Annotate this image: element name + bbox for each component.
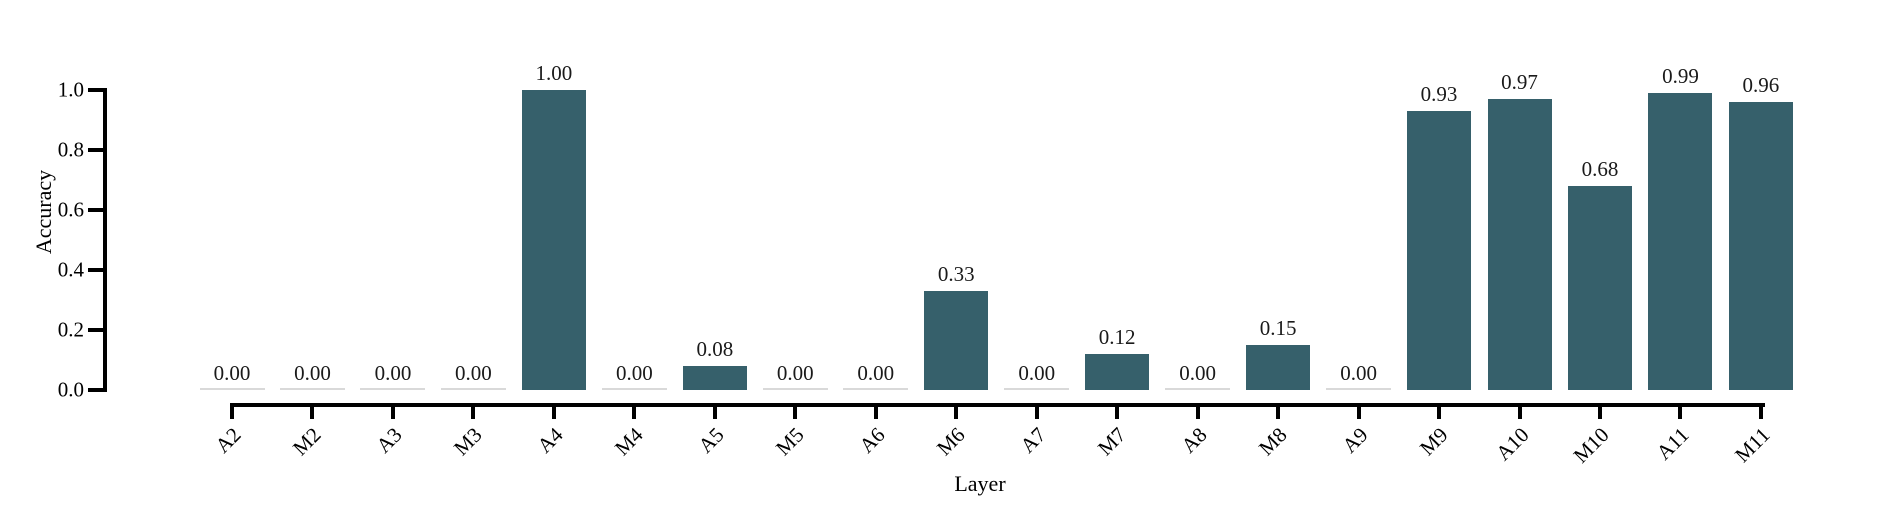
x-tick-A4 (551, 407, 556, 419)
bar-value-label-M9: 0.93 (1420, 82, 1458, 106)
zero-bar-line-A7 (1004, 388, 1070, 390)
zero-bar-line-A2 (199, 388, 265, 390)
x-tick-M9 (1437, 407, 1442, 419)
x-tick-M3 (471, 407, 476, 419)
bar-M9 (1407, 111, 1472, 390)
x-tick-M5 (793, 407, 798, 419)
y-tick-1.0 (88, 88, 103, 92)
x-tick-A2 (230, 407, 234, 419)
bar-value-label-M5: 0.00 (776, 361, 814, 385)
zero-bar-line-M5 (762, 388, 828, 390)
y-tick-0.8 (88, 148, 103, 152)
x-axis-spine (230, 403, 1765, 407)
bar-value-label-M11: 0.96 (1742, 73, 1780, 97)
bar-value-label-M4: 0.00 (615, 361, 653, 385)
bar-A5 (682, 366, 747, 390)
bar-value-label-A6: 0.00 (857, 361, 895, 385)
x-tick-A8 (1195, 407, 1200, 419)
bar-value-label-A10: 0.97 (1501, 70, 1538, 94)
bar-value-label-M7: 0.12 (1098, 325, 1136, 349)
y-tick-label-0.6: 0.6 (57, 197, 84, 222)
bar-value-label-A3: 0.00 (374, 361, 412, 385)
y-tick-label-0.8: 0.8 (57, 137, 84, 162)
y-tick-0.6 (88, 208, 103, 212)
bar-value-label-M8: 0.15 (1259, 316, 1297, 340)
y-axis-title: Accuracy (31, 169, 56, 255)
bar-value-label-A7: 0.00 (1018, 361, 1056, 385)
x-axis-title: Layer (954, 471, 1006, 496)
x-tick-A3 (390, 407, 395, 419)
bar-value-label-A4: 1.00 (535, 61, 573, 85)
y-tick-label-1.0: 1.0 (57, 77, 84, 102)
zero-bar-line-A8 (1165, 388, 1231, 390)
x-tick-M4 (632, 407, 637, 419)
bar-M10 (1567, 186, 1632, 390)
zero-bar-line-A9 (1326, 388, 1392, 390)
bar-value-label-A9: 0.00 (1340, 361, 1377, 385)
y-tick-0.2 (88, 328, 103, 332)
x-tick-M10 (1597, 407, 1602, 419)
bar-M6 (924, 291, 989, 390)
bar-value-label-A2: 0.00 (213, 361, 251, 385)
bar-A10 (1487, 99, 1552, 390)
x-tick-A6 (873, 407, 878, 419)
x-tick-A5 (712, 407, 717, 419)
x-tick-A11 (1678, 407, 1683, 419)
zero-bar-line-M3 (440, 388, 506, 390)
x-tick-M7 (1115, 407, 1120, 419)
x-tick-M11 (1758, 407, 1763, 419)
zero-bar-line-M4 (601, 388, 667, 390)
y-tick-label-0.0: 0.0 (57, 377, 84, 402)
y-tick-label-0.4: 0.4 (57, 257, 84, 282)
bar-M7 (1085, 354, 1150, 390)
x-tick-A7 (1034, 407, 1039, 419)
zero-bar-line-A3 (360, 388, 426, 390)
bar-A11 (1648, 93, 1713, 390)
x-tick-M2 (310, 407, 315, 419)
y-tick-0.0 (88, 388, 103, 392)
bar-value-label-A8: 0.00 (1179, 361, 1216, 385)
zero-bar-line-A6 (843, 388, 909, 390)
bar-value-label-A5: 0.08 (696, 337, 734, 361)
bar-value-label-M6: 0.33 (937, 262, 975, 286)
bar-A4 (521, 90, 586, 390)
x-tick-A9 (1356, 407, 1361, 419)
zero-bar-line-M2 (279, 388, 345, 390)
bar-M11 (1728, 102, 1793, 390)
bar-value-label-M3: 0.00 (455, 361, 492, 385)
bar-value-label-M10: 0.68 (1581, 157, 1619, 181)
bar-value-label-M2: 0.00 (294, 361, 331, 385)
bar-M8 (1246, 345, 1311, 390)
bar-value-label-A11: 0.99 (1662, 64, 1699, 88)
x-tick-M6 (954, 407, 959, 419)
x-tick-A10 (1517, 407, 1522, 419)
x-tick-M8 (1276, 407, 1281, 419)
y-tick-0.4 (88, 268, 103, 272)
y-axis-spine (103, 88, 107, 392)
y-tick-label-0.2: 0.2 (57, 317, 84, 342)
